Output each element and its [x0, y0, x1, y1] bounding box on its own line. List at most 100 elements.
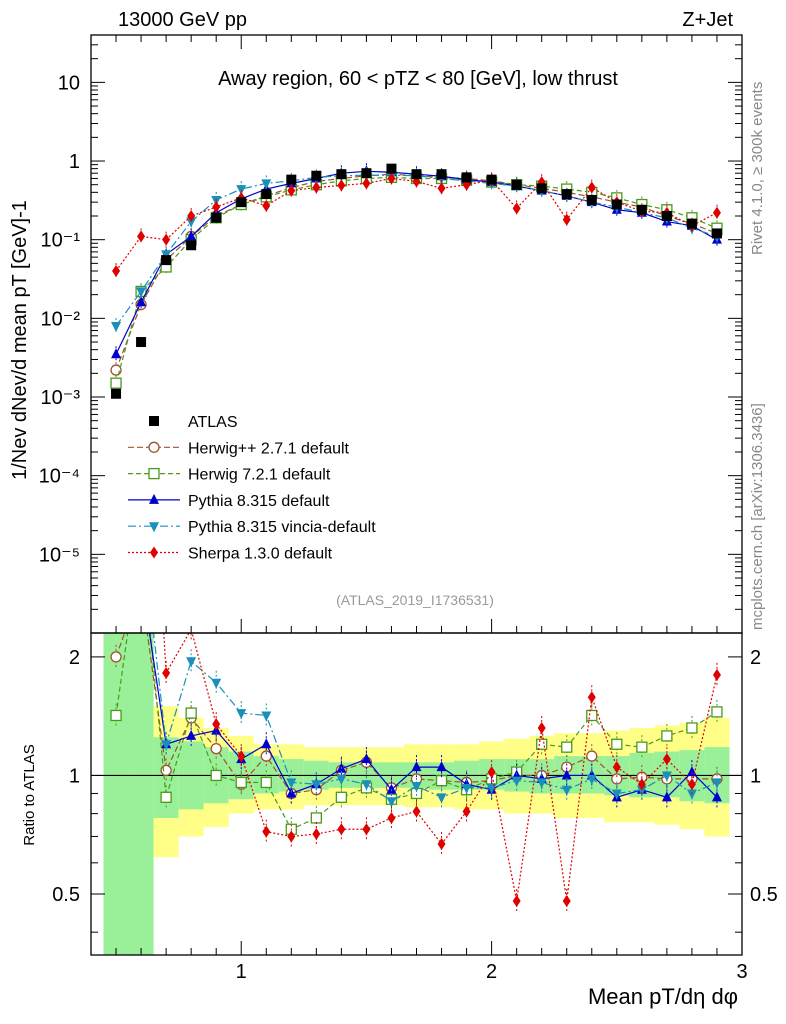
series-point	[110, 364, 122, 376]
ratio-point	[261, 738, 272, 749]
ratio-point	[262, 825, 271, 838]
series-point	[162, 233, 171, 246]
ratio-point	[586, 709, 598, 722]
series-point	[110, 377, 122, 389]
ratio-point	[486, 783, 497, 794]
ratio-point	[636, 785, 647, 796]
ratio-point	[387, 811, 396, 824]
atlas-data-point	[536, 183, 547, 194]
ratio-point	[611, 773, 623, 785]
ratio-point	[261, 711, 272, 722]
ratio-point	[312, 828, 321, 841]
ratio-point	[686, 722, 698, 734]
ratio-point	[711, 791, 722, 802]
atlas-data-point	[311, 170, 322, 181]
series-point	[212, 201, 221, 214]
y-tick-label: 10⁻⁵	[39, 544, 80, 566]
process-label: Z+Jet	[682, 9, 733, 31]
ratio-point	[561, 741, 573, 753]
atlas-data-point	[211, 212, 222, 223]
legend-marker	[148, 441, 160, 453]
atlas-data-point	[361, 168, 372, 179]
main-plot	[110, 163, 723, 399]
ratio-point	[611, 738, 623, 750]
ratio-point	[435, 775, 448, 787]
ratio-point	[210, 769, 222, 782]
ratio-point	[586, 774, 597, 785]
series-point	[337, 179, 346, 192]
atlas-data-point	[111, 388, 122, 399]
green-band-bin	[153, 737, 179, 818]
ratio-point	[161, 740, 172, 751]
series-point	[111, 348, 122, 359]
atlas-data-point	[511, 179, 522, 190]
atlas-data-point	[461, 172, 472, 183]
legend: ATLAS Herwig++ 2.7.1 default Herwig 7.2.1 …	[128, 414, 376, 563]
series-point	[362, 177, 371, 190]
series-point	[261, 179, 272, 190]
ratio-point	[612, 761, 621, 774]
ratio-point	[661, 771, 672, 782]
atlas-data-point	[411, 169, 422, 180]
series-line	[115, 174, 718, 327]
ratio-point	[687, 778, 696, 791]
main-series-group	[110, 163, 723, 399]
ratio-point	[211, 678, 222, 689]
ratio-point	[536, 778, 547, 789]
ratio-point	[636, 741, 648, 753]
legend-label: Herwig++ 2.7.1 default	[188, 440, 350, 457]
ratio-point	[260, 776, 272, 789]
y-tick-label: 10⁻⁴	[39, 466, 80, 488]
ratio-point	[212, 718, 221, 731]
ratio-point	[287, 830, 296, 843]
legend-marker	[149, 493, 159, 504]
plot-title: Away region, 60 < pTZ < 80 [GeV], low th…	[218, 68, 618, 90]
atlas-data-point	[611, 199, 622, 210]
ratio-plot	[91, 633, 742, 913]
legend-label: Pythia 8.315 vincia-default	[188, 519, 376, 536]
atlas-data-point	[161, 255, 172, 266]
y-tick-label: 10⁻²	[41, 308, 81, 330]
ratio-point	[437, 837, 446, 850]
atlas-data-point	[561, 189, 572, 200]
series-point	[387, 172, 396, 185]
atlas-data-point	[186, 240, 197, 251]
ratio-point	[411, 761, 422, 772]
rivet-label: Rivet 4.1.0, ≥ 300k events	[749, 82, 766, 255]
legend-marker	[150, 546, 158, 559]
ratio-point	[185, 707, 197, 719]
ratio-point	[335, 791, 348, 803]
ratio-y-axis-label: Ratio to ATLAS	[21, 744, 38, 845]
ratio-tick-label-right: 0.5	[750, 884, 778, 906]
ratio-tick-label-left: 1	[69, 765, 80, 787]
series-point	[262, 199, 271, 212]
x-tick-label: 1	[236, 961, 247, 983]
series-point	[136, 287, 147, 298]
y-tick-label: 10	[58, 72, 80, 94]
ratio-point	[536, 738, 548, 750]
ratio-point	[487, 766, 496, 779]
y-tick-label: 1	[69, 151, 80, 173]
atlas-data-point	[436, 169, 447, 180]
ratio-point	[561, 785, 572, 796]
series-point	[187, 210, 196, 223]
ratio-point	[711, 706, 723, 718]
legend-label: Pythia 8.315 default	[188, 493, 330, 510]
ratio-point	[711, 778, 722, 789]
ratio-point	[160, 791, 172, 803]
ratio-point	[512, 894, 521, 907]
ratio-point	[210, 742, 222, 755]
ratio-point	[661, 791, 672, 802]
ratio-point	[712, 668, 721, 681]
atlas-data-point	[261, 189, 272, 200]
ratio-point	[611, 789, 622, 800]
ratio-tick-label-left: 0.5	[52, 884, 80, 906]
ratio-point	[336, 774, 347, 785]
ratio-point	[461, 783, 472, 794]
series-point	[287, 184, 296, 197]
series-point	[137, 230, 146, 243]
ratio-point	[286, 778, 297, 789]
ratio-tick-label-right: 2	[750, 647, 761, 669]
series-point	[111, 321, 122, 332]
ratio-point	[412, 805, 421, 818]
